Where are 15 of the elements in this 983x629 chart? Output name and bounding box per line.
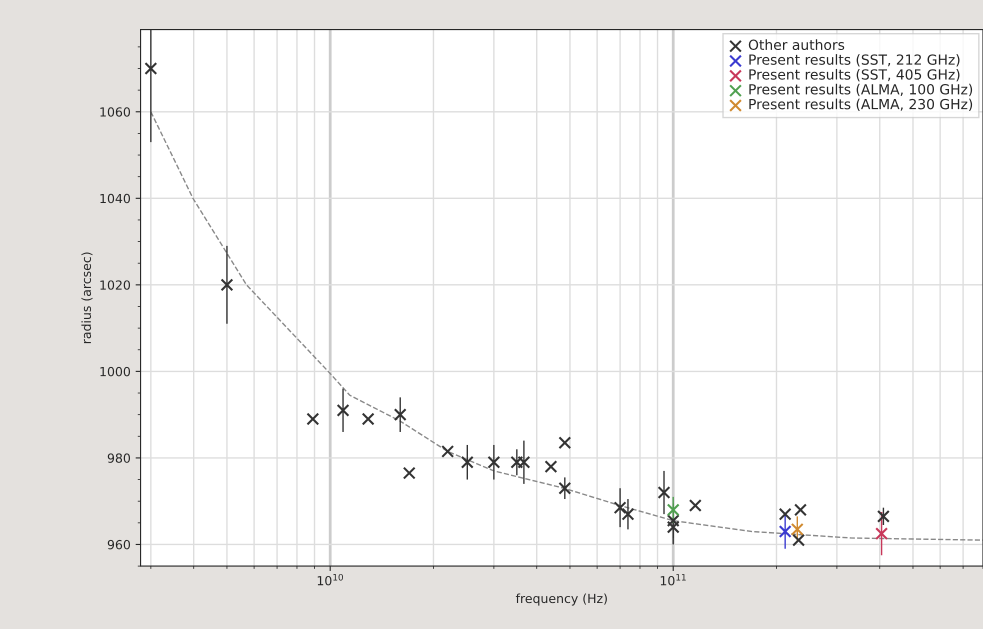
y-tick-label: 1040 [100, 194, 130, 204]
y-tick-label: 1020 [100, 280, 130, 290]
x-axis-title: frequency (Hz) [516, 593, 607, 606]
y-axis-title: radius (arcsec) [81, 252, 93, 344]
y-tick-label: 1060 [100, 107, 130, 117]
y-tick-label: 1000 [100, 366, 130, 376]
legend-label: Present results (ALMA, 100 GHz) [749, 84, 972, 96]
legend-label: Other authors [748, 39, 844, 50]
x-tick-label: 10$^{10}$ [318, 574, 343, 586]
legend-label: Present results (ALMA, 230 GHz) [749, 98, 972, 111]
legend-label: Present results (SST, 212 GHz) [749, 54, 960, 66]
y-tick-label: 980 [108, 453, 130, 463]
x-tick-label: 10$^{11}$ [660, 574, 686, 586]
legend-label: Present results (SST, 405 GHz) [749, 68, 960, 82]
y-tick-label: 960 [108, 540, 130, 550]
